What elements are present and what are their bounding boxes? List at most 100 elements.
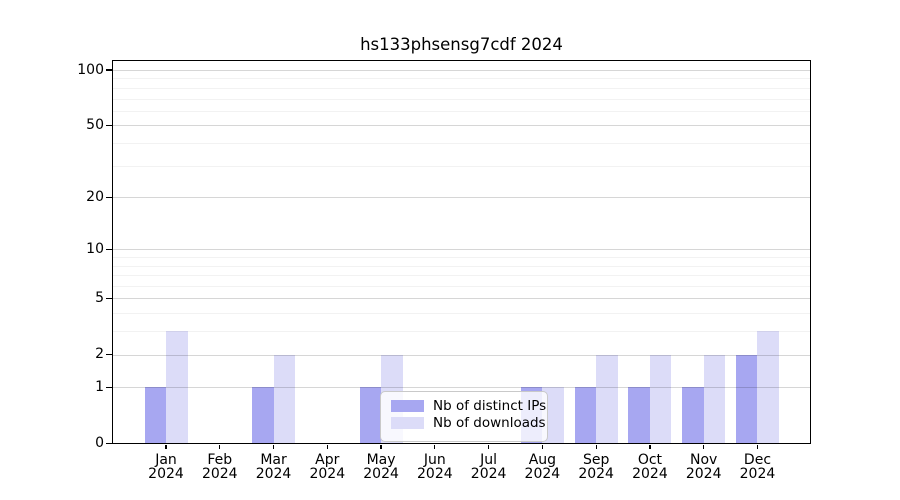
bar-distinct-ips [359, 387, 382, 444]
x-tick [541, 444, 543, 449]
y-tick [106, 297, 113, 300]
bar-distinct-ips [144, 387, 166, 444]
x-tick-year: 2024 [309, 466, 346, 482]
gridline-major [113, 197, 810, 199]
gridline-minor [113, 78, 810, 80]
bar-distinct-ips [574, 387, 597, 444]
x-tick-label: Aug 2024 [510, 451, 574, 482]
x-tick [434, 444, 436, 449]
x-tick-label: Dec 2024 [725, 451, 789, 482]
x-tick-label: May 2024 [349, 451, 413, 482]
y-tick [106, 69, 113, 71]
y-tick [106, 386, 113, 388]
y-tick [106, 124, 113, 126]
bar-distinct-ips [735, 354, 758, 444]
x-tick-month: Nov [690, 451, 718, 468]
gridline-minor [113, 98, 810, 100]
legend-item: Nb of distinct IPs [381, 397, 547, 414]
x-tick-month: Apr [315, 451, 340, 468]
bar-distinct-ips [628, 387, 650, 444]
x-tick-year: 2024 [363, 466, 399, 482]
bar-downloads [649, 354, 672, 444]
y-tick-label: 20 [86, 188, 104, 205]
legend: Nb of distinct IPs Nb of downloads [380, 391, 548, 442]
x-tick-month: Sep [582, 451, 610, 468]
gridline-minor [113, 142, 810, 144]
bar-downloads [757, 331, 779, 444]
x-tick [703, 444, 705, 449]
legend-label: Nb of downloads [433, 414, 546, 431]
gridline-minor [113, 265, 810, 267]
gridline-minor [113, 286, 810, 288]
x-tick-label: Feb 2024 [188, 451, 252, 482]
y-tick-label: 10 [86, 240, 104, 257]
x-tick-label: Jul 2024 [457, 452, 521, 482]
gridline-minor [113, 313, 810, 315]
x-tick-month: Aug [528, 451, 557, 468]
x-tick-label: Nov 2024 [672, 451, 736, 482]
x-tick [756, 444, 759, 449]
x-tick-year: 2024 [524, 466, 561, 482]
y-tick [106, 353, 113, 356]
x-tick-year: 2024 [417, 466, 453, 482]
x-tick-year: 2024 [632, 466, 668, 482]
y-tick-label: 50 [86, 116, 104, 133]
x-tick [380, 444, 382, 449]
gridline-major [113, 354, 810, 356]
gridline-major [113, 70, 810, 71]
gridline-minor [113, 275, 810, 277]
x-tick-year: 2024 [148, 466, 184, 482]
plot-area [113, 61, 810, 444]
gridline-minor [113, 110, 810, 112]
x-tick-month: Feb [207, 451, 233, 468]
gridline-minor [113, 165, 810, 167]
y-tick [106, 442, 113, 445]
x-tick-month: Jan [155, 451, 177, 468]
x-tick-month: Jun [423, 451, 446, 468]
x-tick [272, 444, 275, 449]
x-tick-month: May [366, 451, 396, 468]
bar-downloads [703, 354, 726, 444]
legend-item: Nb of downloads [381, 414, 547, 431]
legend-label: Nb of distinct IPs [433, 397, 547, 414]
y-tick [106, 248, 113, 251]
x-tick [488, 444, 490, 449]
gridline-major [113, 125, 810, 127]
x-tick-label: Oct 2024 [618, 451, 682, 482]
gridline-minor [113, 257, 810, 259]
bar-downloads [273, 354, 296, 444]
chart-title: hs133phsensg7cdf 2024 [360, 35, 563, 54]
y-tick [106, 196, 113, 198]
x-tick-label: Jun 2024 [403, 451, 467, 482]
bar-downloads [166, 331, 188, 444]
gridline-major [113, 387, 810, 389]
gridline-major [113, 249, 810, 251]
x-tick-year: 2024 [255, 466, 292, 482]
gridline-minor [113, 331, 810, 333]
x-tick-label: Sep 2024 [564, 451, 628, 482]
legend-swatch-distinct-ips [391, 399, 424, 412]
bar-distinct-ips [252, 387, 274, 444]
x-tick [595, 444, 597, 449]
x-tick-label: Mar 2024 [242, 451, 306, 482]
legend-swatch-downloads [391, 416, 424, 429]
y-tick-label: 2 [95, 346, 104, 363]
x-tick-month: Oct [637, 451, 663, 468]
x-tick-year: 2024 [578, 466, 614, 482]
x-tick-year: 2024 [470, 466, 507, 482]
x-tick-month: Dec [743, 451, 772, 468]
gridline-major [113, 298, 810, 300]
x-tick [649, 444, 651, 449]
x-tick-month: Mar [260, 451, 287, 468]
x-tick-year: 2024 [201, 466, 238, 482]
x-tick-label: Apr 2024 [295, 451, 359, 482]
gridline-minor [113, 87, 810, 89]
x-tick [219, 444, 221, 449]
x-tick [165, 444, 167, 449]
bar-downloads [596, 354, 618, 444]
x-tick [326, 444, 328, 449]
x-tick-year: 2024 [739, 466, 776, 482]
bar-distinct-ips [682, 387, 704, 444]
x-tick-label: Jan 2024 [134, 451, 198, 482]
